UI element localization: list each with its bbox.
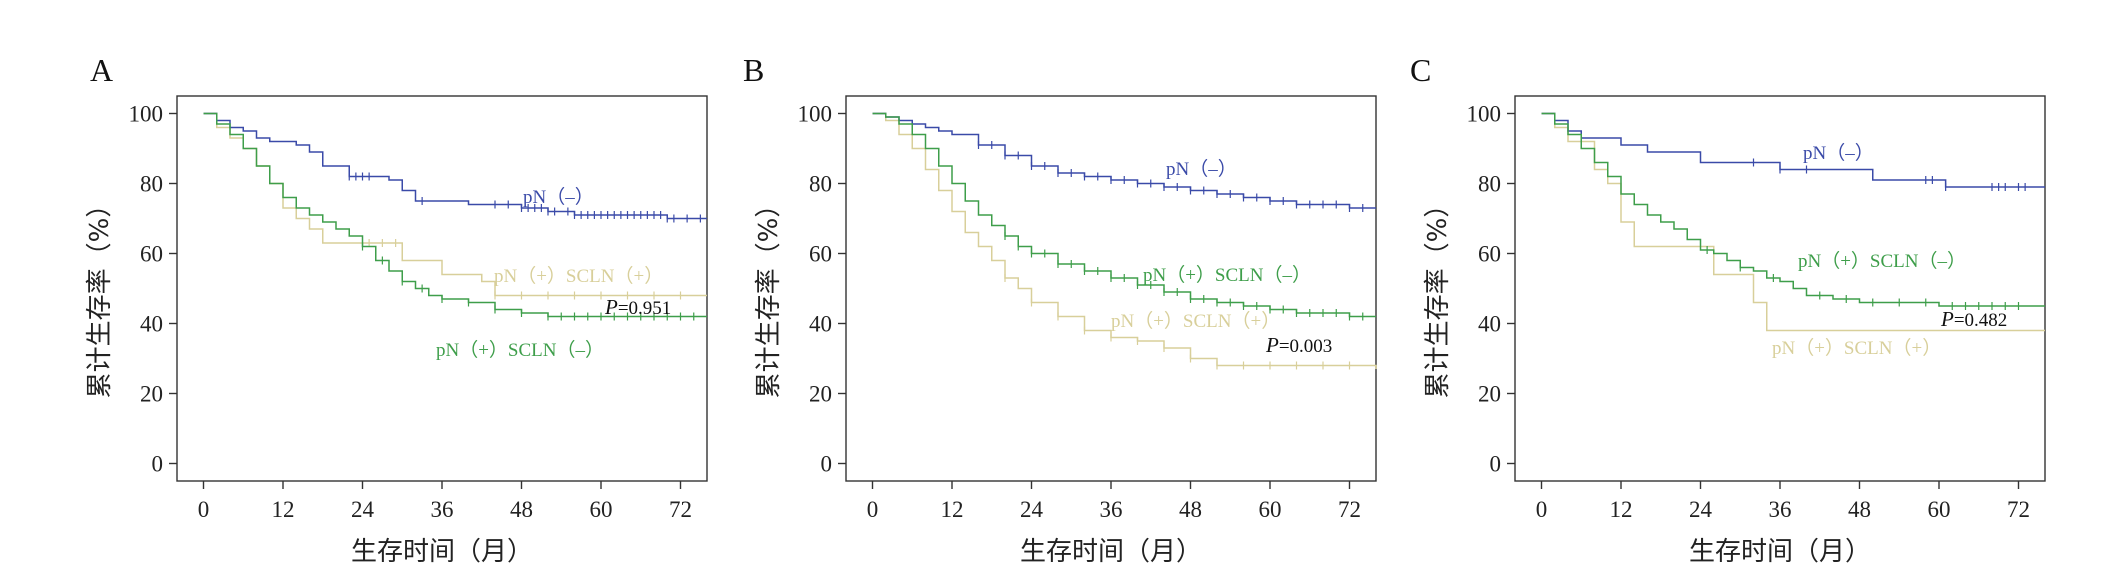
x-tick-label-a-72: 72 (669, 497, 692, 522)
curves-b (872, 112, 1377, 370)
y-axis-title-c: 累计生存率（%） (1423, 192, 1453, 399)
series-label-pn-neg-a: pN（–） (523, 186, 594, 208)
series-label-sclnneg-c: pN（+）SCLN（–） (1798, 250, 1966, 272)
x-tick-label-c-0: 0 (1536, 497, 1548, 522)
x-ticks-b: 0 12 24 36 48 60 72 (867, 481, 1361, 522)
series-label-sclnneg-b: pN（+）SCLN（–） (1143, 264, 1311, 286)
p-prefix-b: P (1265, 333, 1279, 357)
x-tick-label-c-24: 24 (1689, 497, 1713, 522)
x-ticks-c: 0 12 24 36 48 60 72 (1536, 481, 2030, 522)
x-tick-label-a-48: 48 (510, 497, 533, 522)
y-ticks-b: 0 20 40 60 80 100 (798, 102, 846, 477)
x-tick-label-b-24: 24 (1020, 497, 1044, 522)
series-label-pn-neg-b: pN（–） (1166, 158, 1237, 180)
y-tick-label-b-40: 40 (809, 312, 832, 337)
panel-letter-a: A (90, 52, 113, 88)
y-tick-label-c-60: 60 (1478, 242, 1501, 267)
p-number-c: 0.482 (1965, 310, 2008, 331)
x-tick-label-b-12: 12 (941, 497, 964, 522)
km-panel-b: B 累计生存率（%） 0 20 40 60 80 100 0 12 24 36 48 60 72 生存… (741, 0, 1409, 580)
y-tick-label-a-60: 60 (140, 242, 163, 267)
y-tick-label-c-0: 0 (1490, 452, 1502, 477)
x-tick-label-c-12: 12 (1610, 497, 1633, 522)
y-tick-label-a-100: 100 (129, 102, 164, 127)
y-axis-title-b: 累计生存率（%） (754, 192, 784, 399)
p-value-b: P=0.003 (1265, 333, 1332, 357)
x-tick-label-c-48: 48 (1848, 497, 1871, 522)
y-tick-label-c-80: 80 (1478, 172, 1501, 197)
series-label-sclnneg-a: pN（+）SCLN（–） (436, 339, 604, 361)
p-number-b: 0.003 (1290, 336, 1333, 357)
km-chart-a: A 累计生存率（%） 0 20 40 60 80 100 0 12 24 36 48 60 72 生存… (85, 52, 708, 567)
y-axis-title-a: 累计生存率（%） (85, 192, 115, 399)
y-tick-label-b-20: 20 (809, 382, 832, 407)
series-label-sclnpos-b: pN（+）SCLN（+） (1111, 310, 1280, 332)
x-axis-title-c: 生存时间（月） (1689, 537, 1871, 567)
p-eq-a: = (618, 298, 629, 319)
x-axis-title-b: 生存时间（月） (1020, 537, 1202, 567)
y-ticks-a: 0 20 40 60 80 100 (129, 102, 177, 477)
p-prefix-c: P (1940, 307, 1954, 331)
x-tick-label-b-36: 36 (1100, 497, 1123, 522)
x-tick-label-a-12: 12 (272, 497, 295, 522)
km-curve-c-pN_neg (1541, 112, 2045, 188)
p-value-a: P=0.951 (604, 295, 671, 319)
x-tick-label-a-0: 0 (198, 497, 210, 522)
x-ticks-a: 0 12 24 36 48 60 72 (198, 481, 692, 522)
km-curve-c-pN_pos_sclnpos (1541, 112, 2045, 332)
series-label-sclnpos-c: pN（+）SCLN（+） (1772, 337, 1941, 359)
km-curve-a-pN_neg (203, 112, 707, 220)
y-ticks-c: 0 20 40 60 80 100 (1467, 102, 1515, 477)
x-tick-label-b-60: 60 (1259, 497, 1282, 522)
y-tick-label-a-40: 40 (140, 312, 163, 337)
x-tick-label-b-0: 0 (867, 497, 879, 522)
y-tick-label-a-20: 20 (140, 382, 163, 407)
x-tick-label-b-72: 72 (1338, 497, 1361, 522)
x-axis-title-a: 生存时间（月） (351, 537, 533, 567)
km-curve-b-pN_pos_sclnneg (872, 112, 1376, 318)
p-eq-c: = (1954, 310, 1965, 331)
panel-letter-c: C (1410, 52, 1431, 88)
x-tick-label-c-36: 36 (1769, 497, 1792, 522)
y-tick-label-a-0: 0 (152, 452, 164, 477)
km-chart-c: C 累计生存率（%） 0 20 40 60 80 100 0 12 24 36 48 60 72 生存… (1410, 52, 2046, 567)
y-tick-label-c-20: 20 (1478, 382, 1501, 407)
p-number-a: 0.951 (629, 298, 672, 319)
y-tick-label-c-40: 40 (1478, 312, 1501, 337)
p-eq-b: = (1279, 336, 1290, 357)
panel-letter-b: B (743, 52, 764, 88)
series-label-pn-neg-c: pN（–） (1803, 142, 1874, 164)
series-label-sclnpos-a: pN（+）SCLN（+） (494, 265, 663, 287)
x-tick-label-c-72: 72 (2007, 497, 2030, 522)
y-tick-label-a-80: 80 (140, 172, 163, 197)
p-value-c: P=0.482 (1940, 307, 2007, 331)
y-tick-label-b-80: 80 (809, 172, 832, 197)
p-prefix-a: P (604, 295, 618, 319)
x-tick-label-a-60: 60 (590, 497, 613, 522)
km-panel-a: A 累计生存率（%） 0 20 40 60 80 100 0 12 24 36 48 60 72 生存… (72, 0, 740, 580)
curves-a (203, 112, 707, 321)
y-tick-label-b-60: 60 (809, 242, 832, 267)
x-tick-label-a-24: 24 (351, 497, 375, 522)
x-tick-label-a-36: 36 (431, 497, 454, 522)
km-curve-b-pN_neg (872, 112, 1376, 209)
curves-c (1541, 112, 2045, 332)
y-tick-label-b-0: 0 (821, 452, 833, 477)
x-tick-label-b-48: 48 (1179, 497, 1202, 522)
km-curve-c-pN_pos_sclnneg (1541, 112, 2045, 307)
y-tick-label-c-100: 100 (1467, 102, 1502, 127)
y-tick-label-b-100: 100 (798, 102, 833, 127)
x-tick-label-c-60: 60 (1928, 497, 1951, 522)
km-chart-b: B 累计生存率（%） 0 20 40 60 80 100 0 12 24 36 48 60 72 生存… (743, 52, 1377, 567)
km-panel-c: C 累计生存率（%） 0 20 40 60 80 100 0 12 24 36 48 60 72 生存… (1410, 0, 2078, 580)
